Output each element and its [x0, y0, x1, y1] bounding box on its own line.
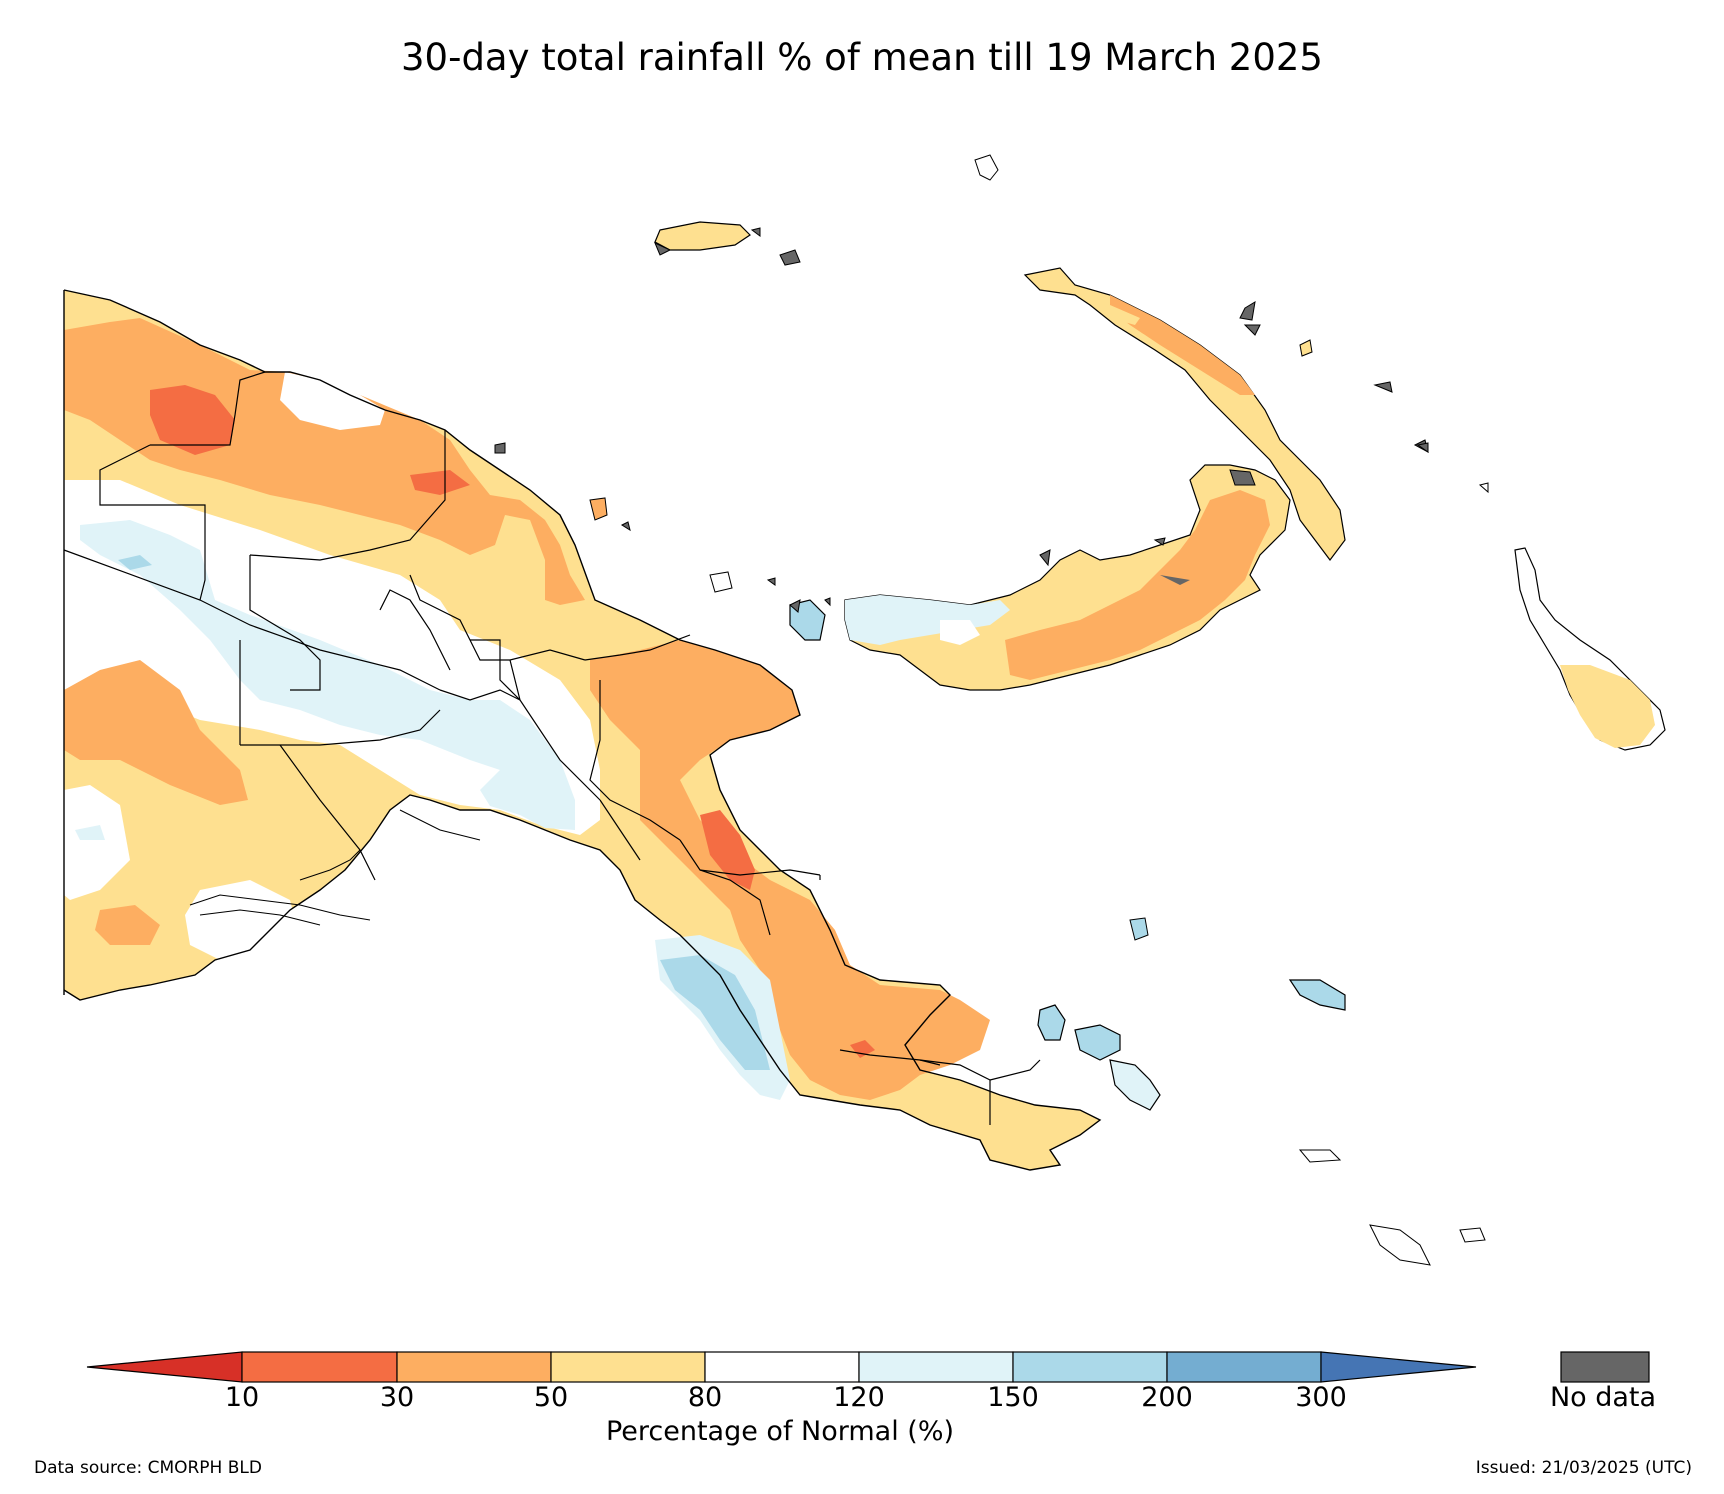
- colorbar-tick: 200: [1141, 1382, 1193, 1413]
- colorbar-extend-high: [1320, 1351, 1477, 1383]
- colorbar-tick: 30: [379, 1382, 415, 1413]
- colorbar-bin-200-300: [1166, 1351, 1322, 1383]
- colorbar-bin-30-50: [396, 1351, 552, 1383]
- zone-80-120-ne-central: [280, 372, 385, 430]
- colorbar-bin-150-200: [1012, 1351, 1168, 1383]
- colorbar-label: Percentage of Normal (%): [605, 1416, 955, 1447]
- zone-10-30-se: [850, 1040, 875, 1058]
- colorbar-bin-10-30: [241, 1351, 398, 1383]
- colorbar-extend-low: [86, 1351, 243, 1383]
- zone-10-30-n: [410, 470, 470, 495]
- zone-120-150-central: [80, 520, 575, 830]
- mainland: [63, 289, 1102, 1171]
- new-britain: [789, 464, 1291, 691]
- province-boundaries: [63, 371, 1041, 1125]
- colorbar-tick: 120: [833, 1382, 885, 1413]
- map-title: 30-day total rainfall % of mean till 19 …: [401, 36, 1323, 79]
- colorbar-tick: 300: [1295, 1382, 1347, 1413]
- colorbar-tick: 50: [533, 1382, 569, 1413]
- colorbar-tick: 10: [224, 1382, 260, 1413]
- manus-island: [654, 221, 801, 266]
- data-source: Data source: CMORPH BLD: [34, 1458, 262, 1478]
- zone-30-50-east: [590, 640, 990, 1100]
- zone-10-30-nw: [150, 385, 235, 455]
- zone-120-150-sw: [75, 825, 105, 840]
- zone-150-200-w: [118, 555, 152, 570]
- zone-30-50-sw: [95, 905, 160, 945]
- mainland-coastline: [63, 289, 1102, 1171]
- colorbar-tick: 80: [687, 1382, 723, 1413]
- zone-80-120-sw: [64, 785, 130, 900]
- nodata-label: No data: [1549, 1382, 1657, 1413]
- zone-80-120-south: [185, 880, 300, 960]
- zone-150-200-se: [660, 955, 770, 1070]
- colorbar: [86, 1351, 1650, 1383]
- colorbar-bin-120-150: [858, 1351, 1014, 1383]
- colorbar-bin-80-120: [704, 1351, 860, 1383]
- fly-river-delta: [189, 809, 481, 926]
- zone-30-50-w: [64, 660, 248, 805]
- bougainville: [1514, 547, 1666, 751]
- small-islands: [494, 154, 1489, 607]
- milne-bay-islands: [1037, 917, 1486, 1266]
- colorbar-tick: 150: [987, 1382, 1039, 1413]
- new-ireland: [1023, 267, 1429, 561]
- nodata-swatch: [1560, 1351, 1650, 1383]
- colorbar-bin-50-80: [550, 1351, 706, 1383]
- issued-date: Issued: 21/03/2025 (UTC): [1475, 1458, 1692, 1478]
- zone-10-30-east: [700, 810, 755, 890]
